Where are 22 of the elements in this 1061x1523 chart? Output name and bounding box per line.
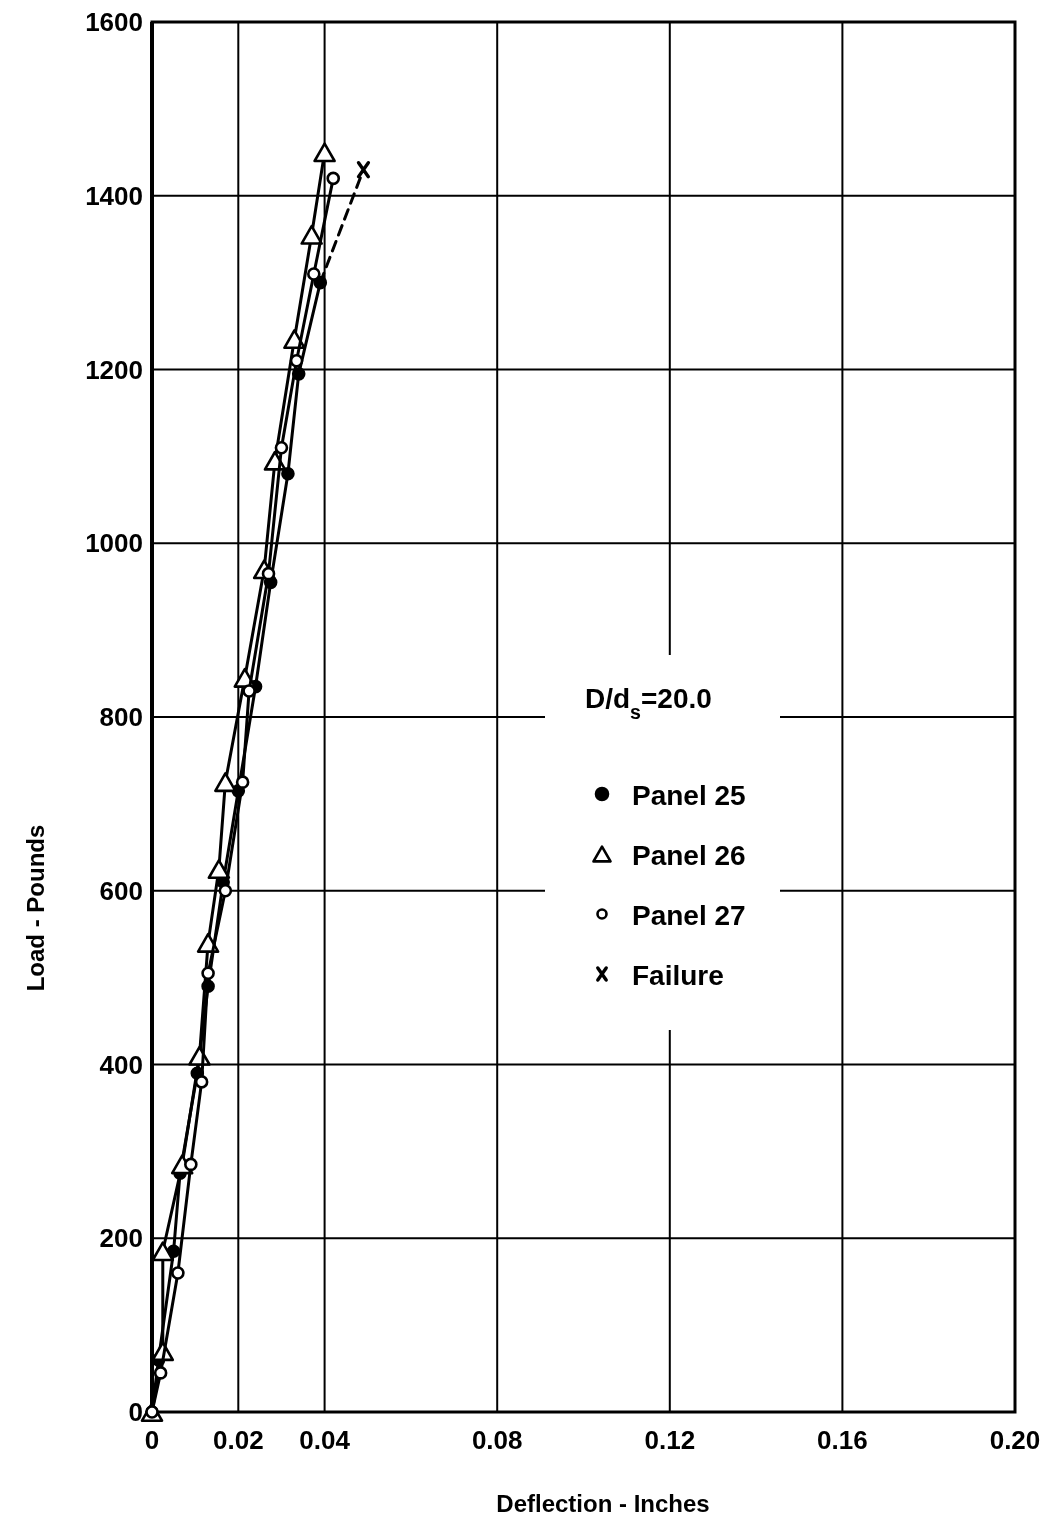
legend-label: Failure	[632, 960, 724, 991]
legend-label: Panel 25	[632, 780, 746, 811]
y-axis-title: Load - Pounds	[22, 824, 49, 992]
x-tick-label: 0.16	[817, 1425, 868, 1455]
y-tick-label: 1200	[85, 354, 143, 385]
legend-title: D/d$_{s}$=20.0	[585, 683, 712, 723]
x-tick-label: 0.20	[989, 1425, 1041, 1455]
y-tick-label: 0	[128, 1397, 143, 1428]
y-tick-label: 400	[99, 1049, 143, 1080]
legend-label: Panel 27	[632, 900, 746, 931]
y-tick-label: 800	[99, 702, 143, 733]
y-tick-label: 1400	[85, 180, 143, 211]
x-tick-label: 0.12	[644, 1425, 696, 1455]
x-tick-label: 0.02	[213, 1425, 264, 1455]
x-axis-title: Deflection - Inches	[496, 1490, 710, 1517]
y-tick-label: 200	[99, 1223, 143, 1254]
x-tick-label: 0.08	[471, 1425, 523, 1455]
x-tick-label: 0.04	[299, 1425, 351, 1455]
legend-label: Panel 26	[632, 840, 746, 871]
y-tick-label: 600	[99, 875, 143, 906]
y-tick-label: 1600	[85, 7, 143, 38]
y-tick-label: 1000	[85, 528, 143, 559]
